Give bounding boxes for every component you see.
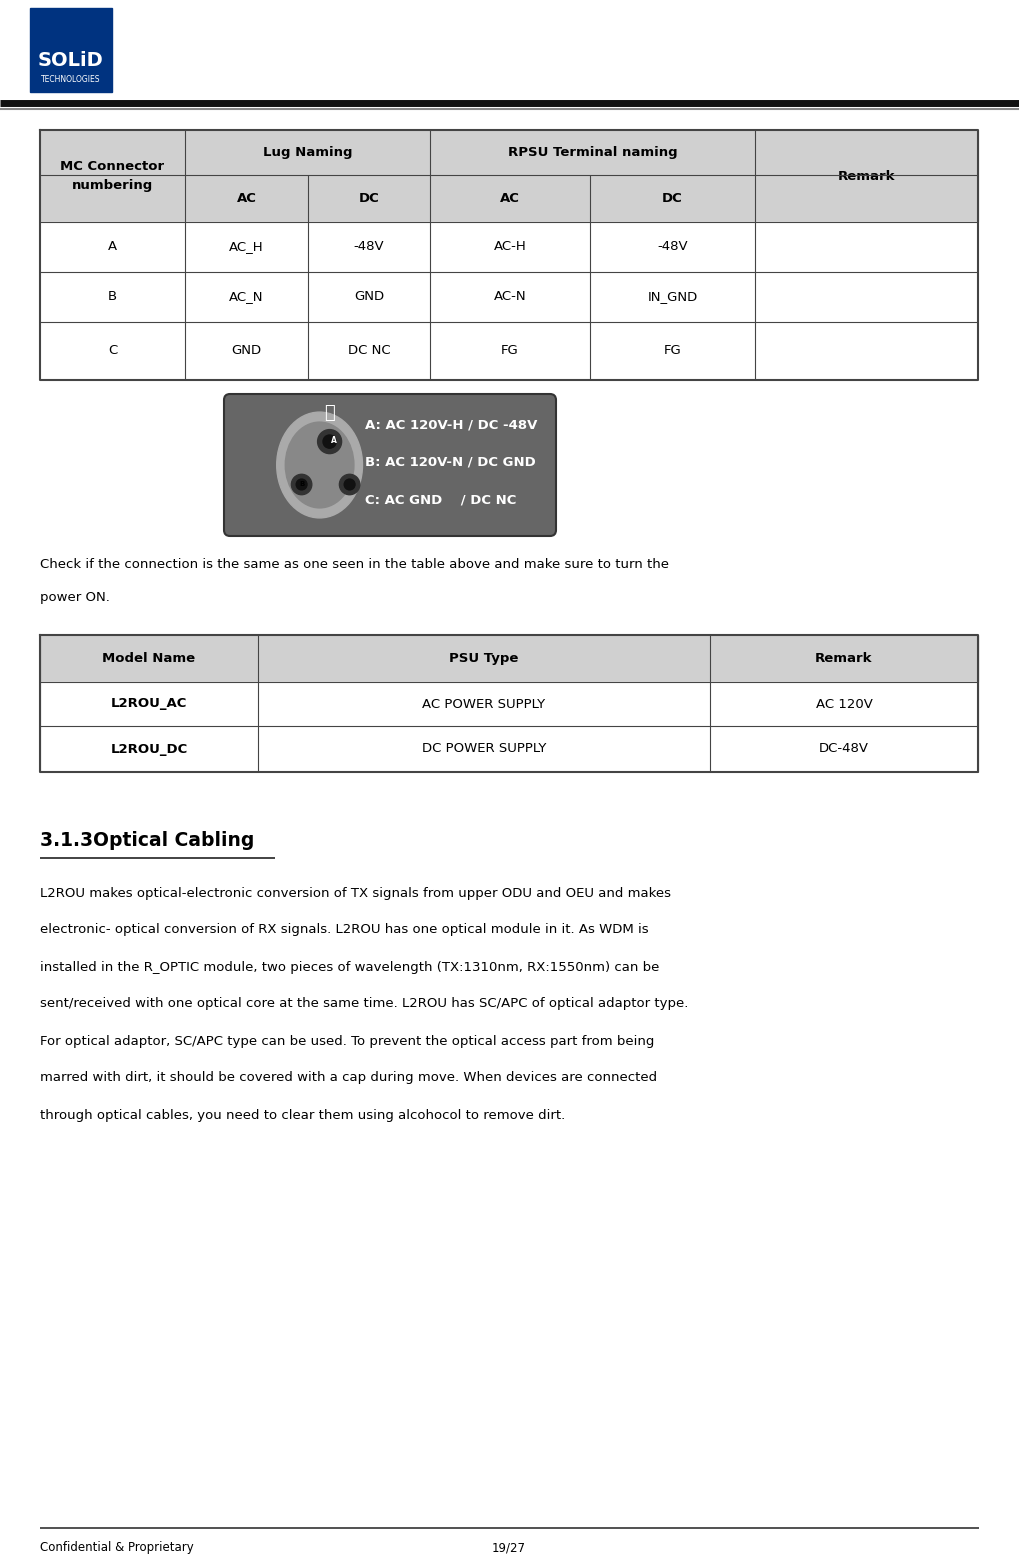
Polygon shape — [40, 725, 978, 772]
Text: AC_N: AC_N — [229, 291, 264, 303]
Text: A: A — [108, 241, 117, 253]
Text: DC: DC — [662, 192, 683, 205]
Text: GND: GND — [231, 344, 262, 358]
Polygon shape — [40, 635, 978, 681]
Ellipse shape — [285, 422, 354, 508]
Text: AC POWER SUPPLY: AC POWER SUPPLY — [423, 697, 545, 711]
Polygon shape — [40, 681, 978, 725]
Text: FG: FG — [501, 344, 519, 358]
Text: MC Connector
numbering: MC Connector numbering — [60, 161, 164, 192]
Text: AC: AC — [236, 192, 257, 205]
Text: L2ROU_DC: L2ROU_DC — [110, 742, 187, 755]
Text: 19/27: 19/27 — [492, 1541, 526, 1555]
Text: AC-H: AC-H — [493, 241, 527, 253]
Text: C: C — [108, 344, 117, 358]
Text: RPSU Terminal naming: RPSU Terminal naming — [507, 145, 678, 159]
Text: C: AC GND    / DC NC: C: AC GND / DC NC — [365, 494, 517, 506]
Text: TECHNOLOGIES: TECHNOLOGIES — [41, 75, 101, 84]
Text: installed in the R_OPTIC module, two pieces of wavelength (TX:1310nm, RX:1550nm): installed in the R_OPTIC module, two pie… — [40, 961, 659, 974]
Text: AC-N: AC-N — [493, 291, 526, 303]
FancyBboxPatch shape — [224, 394, 556, 536]
Text: marred with dirt, it should be covered with a cap during move. When devices are : marred with dirt, it should be covered w… — [40, 1072, 657, 1085]
Text: through optical cables, you need to clear them using alcohocol to remove dirt.: through optical cables, you need to clea… — [40, 1108, 566, 1122]
Text: B: B — [299, 481, 305, 488]
Circle shape — [318, 430, 341, 453]
Text: -48V: -48V — [657, 241, 688, 253]
Text: A: A — [330, 436, 336, 445]
Text: ⏚: ⏚ — [324, 403, 335, 422]
Text: IN_GND: IN_GND — [647, 291, 698, 303]
Text: -48V: -48V — [354, 241, 384, 253]
Text: power ON.: power ON. — [40, 591, 110, 605]
Text: A: AC 120V-H / DC -48V: A: AC 120V-H / DC -48V — [365, 419, 537, 431]
Text: DC: DC — [359, 192, 379, 205]
Text: Check if the connection is the same as one seen in the table above and make sure: Check if the connection is the same as o… — [40, 558, 669, 572]
Polygon shape — [40, 272, 978, 322]
Text: PSU Type: PSU Type — [449, 652, 519, 664]
Text: L2ROU_AC: L2ROU_AC — [111, 697, 187, 711]
Text: electronic- optical conversion of RX signals. L2ROU has one optical module in it: electronic- optical conversion of RX sig… — [40, 924, 649, 936]
Text: AC 120V: AC 120V — [815, 697, 872, 711]
Circle shape — [339, 474, 360, 495]
Circle shape — [344, 480, 355, 489]
Text: Confidential & Proprietary: Confidential & Proprietary — [40, 1541, 194, 1555]
Text: Model Name: Model Name — [103, 652, 196, 664]
Text: B: B — [108, 291, 117, 303]
Text: Remark: Remark — [838, 169, 896, 183]
Circle shape — [323, 435, 336, 449]
Text: GND: GND — [354, 291, 384, 303]
Text: L2ROU makes optical-electronic conversion of TX signals from upper ODU and OEU a: L2ROU makes optical-electronic conversio… — [40, 886, 671, 899]
Circle shape — [291, 474, 312, 495]
Text: Lug Naming: Lug Naming — [263, 145, 353, 159]
Text: FG: FG — [663, 344, 682, 358]
Ellipse shape — [277, 413, 363, 517]
Text: DC NC: DC NC — [347, 344, 390, 358]
Polygon shape — [40, 222, 978, 272]
Text: AC: AC — [500, 192, 520, 205]
Text: SOLiD: SOLiD — [38, 50, 104, 69]
Circle shape — [297, 480, 307, 489]
Text: B: AC 120V-N / DC GND: B: AC 120V-N / DC GND — [365, 455, 536, 469]
Polygon shape — [40, 322, 978, 380]
Polygon shape — [40, 130, 978, 222]
Text: 3.1.3Optical Cabling: 3.1.3Optical Cabling — [40, 830, 255, 850]
Text: DC POWER SUPPLY: DC POWER SUPPLY — [422, 742, 546, 755]
Text: DC-48V: DC-48V — [819, 742, 869, 755]
Polygon shape — [30, 8, 112, 92]
Text: For optical adaptor, SC/APC type can be used. To prevent the optical access part: For optical adaptor, SC/APC type can be … — [40, 1035, 654, 1047]
Text: AC_H: AC_H — [229, 241, 264, 253]
Text: Remark: Remark — [815, 652, 872, 664]
Text: sent/received with one optical core at the same time. L2ROU has SC/APC of optica: sent/received with one optical core at t… — [40, 997, 689, 1011]
